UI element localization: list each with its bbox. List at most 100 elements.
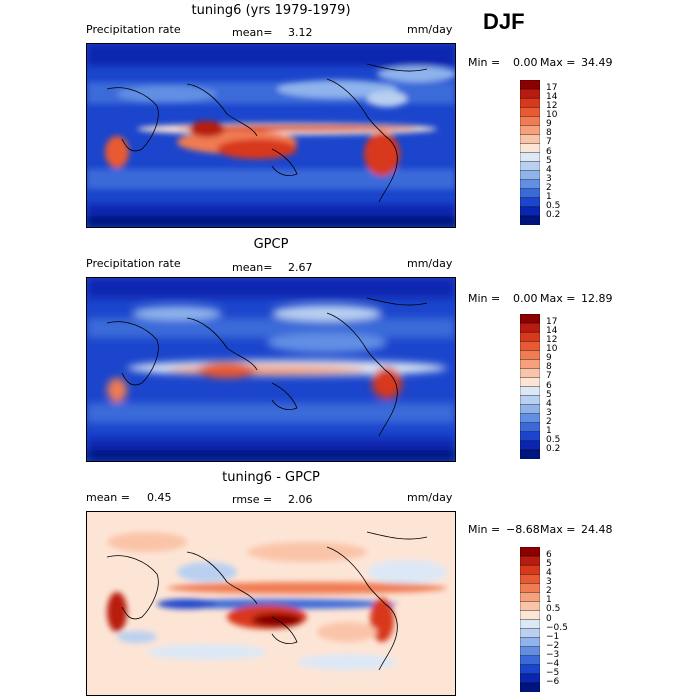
colorbar-swatch [519,197,541,208]
colorbar-tick-label: 4 [546,398,552,409]
colorbar-swatch [519,601,541,612]
colorbar-tick-label: 4 [546,164,552,175]
colorbar-swatch [519,340,541,351]
colorbar-swatch [519,125,541,136]
colorbar-swatch [519,152,541,163]
colorbar-tick-label: 1 [546,595,552,606]
colorbar-swatch [519,610,541,621]
colorbar-tick-label: 9 [546,119,552,130]
colorbar-tick-label: 2 [546,416,552,427]
panel2-map-field [87,278,455,461]
colorbar-tick-label: 17 [546,83,558,94]
panel2-map [86,277,456,462]
colorbar-tick-label: 6 [546,380,552,391]
colorbar-tick-label: −3 [546,649,560,660]
colorbar-tick-label: −5 [546,667,560,678]
colorbar-tick-label: 7 [546,137,552,148]
colorbar-swatch [519,313,541,324]
colorbar-tick-label: 6 [546,146,552,157]
colorbar-swatch [519,431,541,442]
colorbar-swatch [519,422,541,433]
colorbar-tick-label: 1 [546,191,552,202]
panel3-map [86,511,456,696]
colorbar-tick-label: −1 [546,631,560,642]
colorbar-swatch [519,592,541,603]
colorbar-tick-label: 12 [546,101,558,112]
panel1-mean-label: mean= [232,26,273,39]
panel3-colorbar [519,546,541,693]
colorbar-swatch [519,215,541,226]
panel2-max-label: Max = [540,292,576,305]
panel3-max-label: Max = [540,523,576,536]
colorbar-swatch [519,395,541,406]
colorbar-swatch [519,619,541,630]
colorbar-tick-label: 10 [546,110,558,121]
panel1-title: tuning6 (yrs 1979-1979) [191,3,351,18]
panel1-variable-label: Precipitation rate [86,23,181,36]
panel1-map-field [87,44,455,227]
colorbar-swatch [519,449,541,460]
colorbar-swatch [519,583,541,594]
colorbar-swatch [519,143,541,154]
panel3-colorbar-svg [519,546,541,693]
colorbar-swatch [519,555,541,566]
colorbar-tick-label: 14 [546,92,558,103]
colorbar-swatch [519,368,541,379]
panel1-map [86,43,456,228]
colorbar-tick-label: −2 [546,640,560,651]
colorbar-swatch [519,564,541,575]
colorbar-swatch [519,413,541,424]
colorbar-swatch [519,440,541,451]
season-label: DJF [483,9,525,34]
colorbar-swatch [519,161,541,172]
colorbar-tick-label: 0.5 [546,434,561,445]
colorbar-swatch [519,322,541,333]
panel1-max-label: Max = [540,56,576,69]
colorbar-tick-label: 5 [546,155,552,166]
colorbar-tick-label: 10 [546,344,558,355]
colorbar-swatch [519,116,541,127]
colorbar-swatch [519,134,541,145]
panel2-units: mm/day [407,257,453,270]
colorbar-swatch [519,573,541,584]
colorbar-swatch [519,628,541,639]
colorbar-tick-label: 9 [546,353,552,364]
colorbar-tick-label: 5 [546,559,552,570]
colorbar-swatch [519,682,541,693]
colorbar-tick-label: 12 [546,335,558,346]
panel2-colorbar [519,313,541,460]
colorbar-tick-label: 7 [546,371,552,382]
colorbar-swatch [519,386,541,397]
colorbar-tick-label: 5 [546,389,552,400]
panel2-min-label: Min = [468,292,501,305]
colorbar-tick-label: 8 [546,128,552,139]
panel1-min-value: 0.00 [513,56,538,69]
panel2-variable-label: Precipitation rate [86,257,181,270]
panel2-mean-value: 2.67 [288,261,313,274]
panel2-colorbar-svg [519,313,541,460]
panel1-colorbar [519,79,541,226]
colorbar-tick-label: 3 [546,173,552,184]
colorbar-swatch [519,655,541,666]
colorbar-swatch [519,673,541,684]
colorbar-tick-label: 3 [546,407,552,418]
colorbar-tick-label: 2 [546,586,552,597]
colorbar-swatch [519,350,541,361]
colorbar-swatch [519,79,541,90]
panel2-mean-label: mean= [232,261,273,274]
colorbar-swatch [519,206,541,217]
panel3-mean-label: mean = [86,491,130,504]
colorbar-tick-label: 0.5 [546,604,561,615]
colorbar-swatch [519,359,541,370]
colorbar-swatch [519,646,541,657]
colorbar-tick-label: 1 [546,425,552,436]
colorbar-tick-label: −6 [546,676,560,687]
panel3-units: mm/day [407,491,453,504]
colorbar-swatch [519,331,541,342]
colorbar-swatch [519,106,541,117]
colorbar-tick-label: 8 [546,362,552,373]
panel3-max-value: 24.48 [581,523,613,536]
panel3-mean-value: 0.45 [147,491,172,504]
colorbar-tick-label: 0.2 [546,209,561,220]
colorbar-swatch [519,377,541,388]
